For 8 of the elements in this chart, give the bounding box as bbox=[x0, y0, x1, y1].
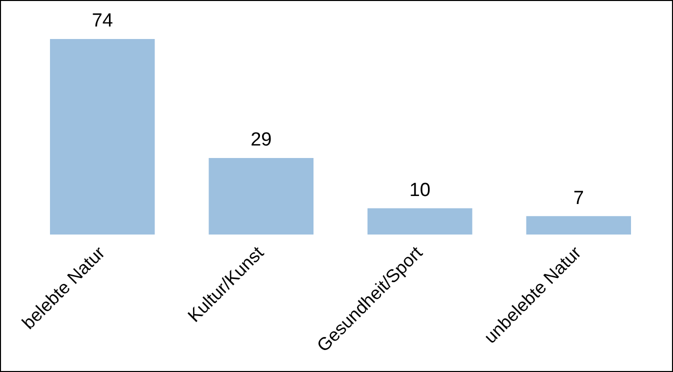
data-label: 29 bbox=[250, 130, 272, 151]
data-label: 7 bbox=[573, 188, 584, 209]
data-label: 74 bbox=[92, 10, 114, 32]
bar bbox=[367, 208, 472, 235]
bar bbox=[50, 39, 155, 235]
bar bbox=[208, 158, 314, 235]
data-label: 10 bbox=[409, 180, 430, 201]
bar bbox=[526, 216, 632, 235]
